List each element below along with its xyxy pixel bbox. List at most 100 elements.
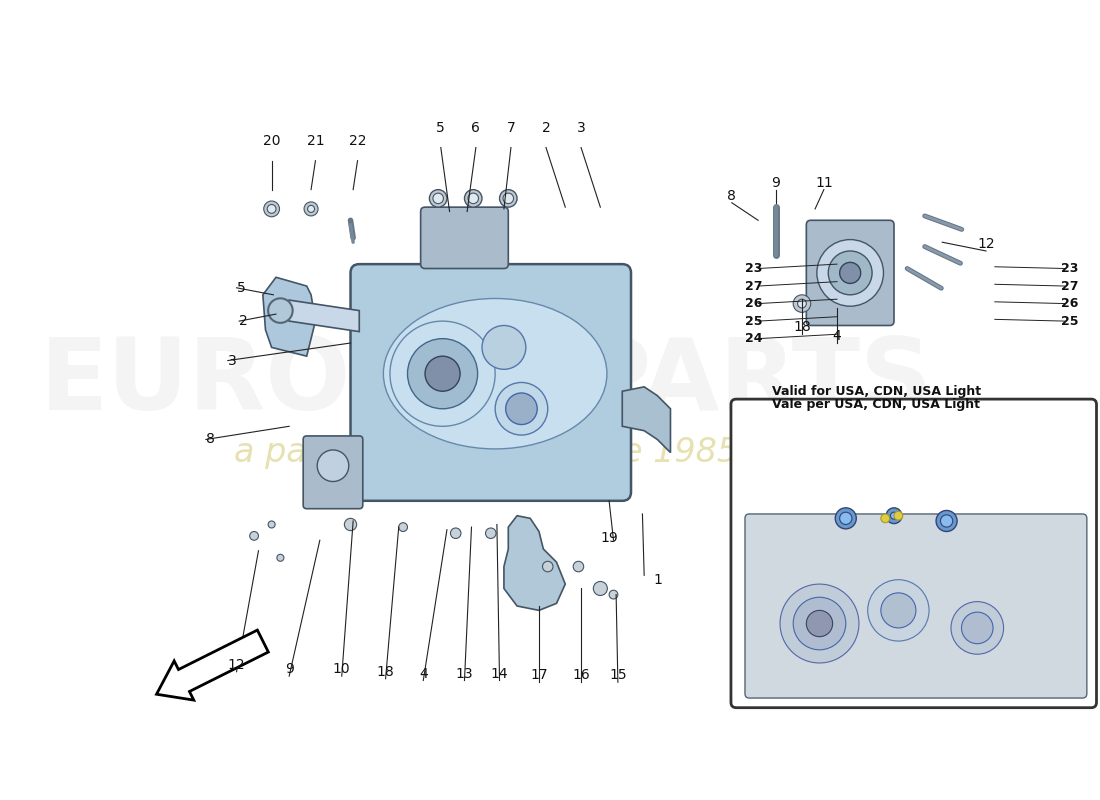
FancyBboxPatch shape xyxy=(420,207,508,269)
FancyArrow shape xyxy=(156,630,268,700)
Circle shape xyxy=(780,584,859,663)
Circle shape xyxy=(268,521,275,528)
Text: 25: 25 xyxy=(1060,314,1078,328)
Circle shape xyxy=(390,321,495,426)
Text: 14: 14 xyxy=(491,666,508,681)
Ellipse shape xyxy=(364,278,627,470)
Circle shape xyxy=(839,262,860,283)
Text: 3: 3 xyxy=(576,122,585,135)
Circle shape xyxy=(468,193,478,204)
Circle shape xyxy=(464,190,482,207)
Circle shape xyxy=(317,450,349,482)
Circle shape xyxy=(495,382,548,435)
Circle shape xyxy=(506,393,537,425)
Text: 2: 2 xyxy=(239,314,248,328)
Text: 12: 12 xyxy=(228,658,245,672)
Circle shape xyxy=(881,514,890,522)
Text: 11: 11 xyxy=(815,176,833,190)
Text: 27: 27 xyxy=(1060,279,1078,293)
Text: 12: 12 xyxy=(977,237,994,251)
Circle shape xyxy=(398,522,407,531)
Circle shape xyxy=(593,582,607,595)
Circle shape xyxy=(891,512,898,519)
Circle shape xyxy=(839,512,851,525)
Text: 20: 20 xyxy=(263,134,280,149)
Ellipse shape xyxy=(384,298,607,449)
Text: 1: 1 xyxy=(653,573,662,586)
Text: 15: 15 xyxy=(609,668,627,682)
Circle shape xyxy=(881,593,916,628)
Circle shape xyxy=(542,562,553,572)
Text: 6: 6 xyxy=(472,122,481,135)
Circle shape xyxy=(828,251,872,295)
Circle shape xyxy=(573,562,584,572)
Circle shape xyxy=(485,528,496,538)
Text: 23: 23 xyxy=(1060,262,1078,275)
FancyBboxPatch shape xyxy=(745,514,1087,698)
Text: 23: 23 xyxy=(745,262,762,275)
Circle shape xyxy=(798,299,806,308)
Circle shape xyxy=(268,298,293,323)
Text: Vale per USA, CDN, USA Light: Vale per USA, CDN, USA Light xyxy=(772,398,980,411)
Circle shape xyxy=(952,602,1003,654)
Circle shape xyxy=(817,239,883,306)
Circle shape xyxy=(308,206,315,213)
Polygon shape xyxy=(263,278,316,356)
Text: 24: 24 xyxy=(745,332,762,345)
Text: 26: 26 xyxy=(745,297,762,310)
Circle shape xyxy=(499,190,517,207)
Circle shape xyxy=(429,190,447,207)
Circle shape xyxy=(894,511,903,520)
Text: 9: 9 xyxy=(285,662,294,676)
FancyBboxPatch shape xyxy=(304,436,363,509)
Polygon shape xyxy=(623,387,671,453)
Text: 16: 16 xyxy=(572,668,590,682)
Circle shape xyxy=(940,515,953,527)
Text: 8: 8 xyxy=(727,189,736,202)
Circle shape xyxy=(961,612,993,644)
Text: 7: 7 xyxy=(507,122,515,135)
Circle shape xyxy=(835,508,856,529)
Text: 5: 5 xyxy=(236,281,245,294)
Text: 2: 2 xyxy=(541,122,550,135)
Text: 5: 5 xyxy=(437,122,446,135)
Text: 19: 19 xyxy=(601,530,618,545)
Text: 17: 17 xyxy=(530,668,548,682)
Circle shape xyxy=(450,528,461,538)
FancyBboxPatch shape xyxy=(351,264,631,501)
Text: 27: 27 xyxy=(745,279,762,293)
Circle shape xyxy=(250,531,258,540)
Text: 26: 26 xyxy=(1060,297,1078,310)
Text: 18: 18 xyxy=(793,320,811,334)
Text: 9: 9 xyxy=(771,176,780,190)
Circle shape xyxy=(267,205,276,214)
Text: 22: 22 xyxy=(349,134,366,149)
Circle shape xyxy=(425,356,460,391)
Circle shape xyxy=(868,580,930,641)
Circle shape xyxy=(344,518,356,530)
Circle shape xyxy=(503,193,514,204)
Text: a passion for parts since 1985: a passion for parts since 1985 xyxy=(234,436,738,469)
Polygon shape xyxy=(289,300,360,332)
Text: 8: 8 xyxy=(206,433,214,446)
FancyBboxPatch shape xyxy=(732,399,1097,708)
Text: 3: 3 xyxy=(228,354,236,367)
Circle shape xyxy=(936,510,957,531)
Circle shape xyxy=(407,338,477,409)
Text: 13: 13 xyxy=(455,666,473,681)
Circle shape xyxy=(304,202,318,216)
Circle shape xyxy=(887,508,902,523)
Circle shape xyxy=(264,201,279,217)
Text: 4: 4 xyxy=(419,666,428,681)
Text: 18: 18 xyxy=(376,665,395,678)
Circle shape xyxy=(277,554,284,562)
Text: 4: 4 xyxy=(833,329,842,343)
Circle shape xyxy=(609,590,618,599)
Circle shape xyxy=(793,598,846,650)
Text: 25: 25 xyxy=(745,314,762,328)
Text: 21: 21 xyxy=(307,134,324,149)
Circle shape xyxy=(806,610,833,637)
Circle shape xyxy=(482,326,526,370)
Circle shape xyxy=(793,295,811,312)
FancyBboxPatch shape xyxy=(806,220,894,326)
